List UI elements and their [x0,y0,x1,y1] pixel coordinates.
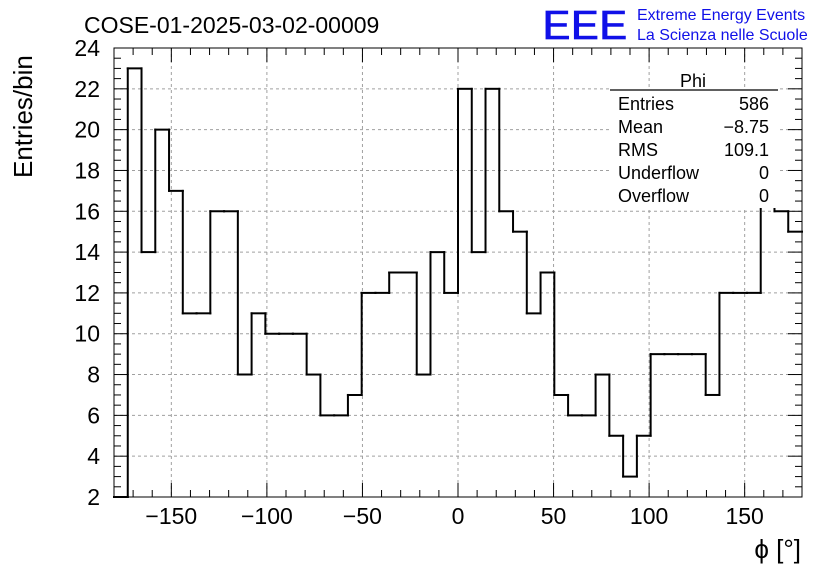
stat-label-underflow: Underflow [618,163,700,183]
y-tick-label: 14 [74,239,100,265]
stat-value-mean: −8.75 [723,117,769,137]
logo-line-1: Extreme Energy Events [637,7,805,24]
stats-box-background [610,88,778,208]
y-tick-label: 20 [74,117,100,143]
x-tick-label: −150 [145,503,197,529]
stat-label-overflow: Overflow [618,186,690,206]
y-axis-label: Entries/bin [8,55,38,178]
y-tick-label: 10 [74,321,100,347]
chart-title: COSE-01-2025-03-02-00009 [84,12,379,38]
histogram [113,67,803,498]
x-tick-label: −50 [343,503,382,529]
logo-line-2: La Scienza nelle Scuole [637,27,808,44]
y-tick-label: 24 [74,35,100,61]
y-tick-label: 18 [74,157,100,183]
x-axis-label: ϕ [°] [754,534,801,564]
stat-label-entries: Entries [618,94,674,114]
y-tick-label: 8 [87,362,100,388]
stat-label-mean: Mean [618,117,663,137]
stat-value-rms: 109.1 [724,140,769,160]
y-tick-label: 16 [74,198,100,224]
y-tick-label: 2 [87,484,100,510]
x-tick-label: −100 [241,503,293,529]
stat-value-entries: 586 [739,94,769,114]
y-tick-label: 22 [74,76,100,102]
x-tick-label: 150 [725,503,763,529]
eee-logo: EEE Extreme Energy Events La Scienza nel… [541,0,808,50]
y-tick-label: 12 [74,280,100,306]
x-tick-label: 50 [541,503,567,529]
y-tick-label: 6 [87,402,100,428]
x-tick-label: 0 [452,503,465,529]
stats-box: Phi Entries 586 Mean −8.75 RMS 109.1 Und… [610,71,778,208]
y-tick-label: 4 [87,443,100,469]
stat-label-rms: RMS [618,140,658,160]
stats-title: Phi [680,71,706,91]
stat-value-overflow: 0 [759,186,769,206]
logo-mark: EEE [542,1,627,50]
x-tick-label: 100 [630,503,668,529]
plot-frame [113,47,803,498]
stat-value-underflow: 0 [759,163,769,183]
